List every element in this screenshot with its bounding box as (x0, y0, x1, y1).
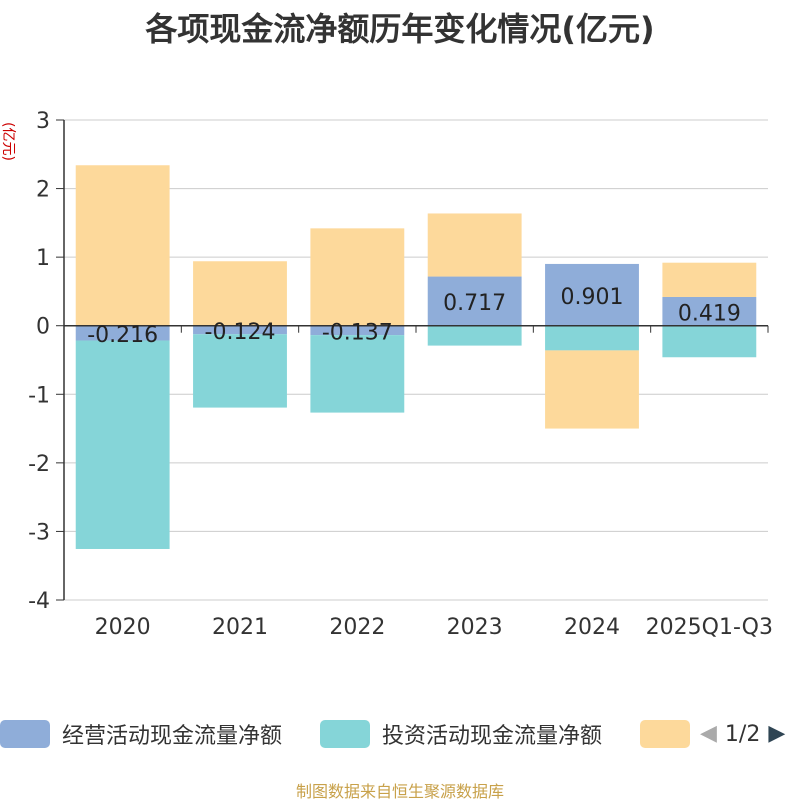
axes: 3 2 1 0 -1 -2 -3 -4 2020 2021 2022 2023 2024 2025Q1-Q… (28, 109, 773, 640)
bar-investing[interactable] (662, 325, 757, 358)
pager-next-icon[interactable]: ▶ (768, 721, 786, 746)
data-label: -0.216 (87, 323, 158, 348)
bar-operating[interactable] (75, 325, 170, 341)
y-tick-label: -2 (28, 452, 50, 477)
y-tick-label: -1 (28, 383, 50, 408)
legend-item-operating[interactable]: 经营活动现金流量净额 (0, 716, 282, 752)
bar-operating[interactable] (662, 296, 757, 326)
legend-pager: ◀ 1/2 ▶ (700, 716, 800, 752)
y-tick-label: 3 (36, 109, 50, 134)
bar-financing[interactable] (310, 228, 405, 326)
legend-label-operating: 经营活动现金流量净额 (62, 724, 283, 749)
bar-financing[interactable] (662, 262, 757, 297)
bar-investing[interactable] (193, 334, 287, 408)
bar-operating[interactable] (427, 276, 522, 326)
data-label: 0.901 (561, 285, 624, 310)
pager-page-indicator: 1/2 (724, 721, 761, 747)
grid-lines (64, 119, 768, 601)
chart-canvas: 3 2 1 0 -1 -2 -3 -4 2020 2021 2022 2023 2024 2025Q1-Q… (0, 109, 773, 640)
pager-prev-icon[interactable]: ◀ (700, 721, 717, 746)
bar-operating[interactable] (310, 325, 405, 336)
legend-item-investing[interactable]: 投资活动现金流量净额 (320, 716, 602, 752)
bar-financing[interactable] (193, 261, 287, 326)
y-tick-label: 0 (36, 315, 50, 340)
legend-swatch-operating (0, 720, 50, 748)
x-tick-label: 2022 (329, 615, 385, 640)
legend-swatch-investing (320, 720, 370, 748)
legend-item-financing[interactable] (640, 716, 690, 752)
bar-financing[interactable] (75, 165, 170, 326)
data-label: -0.124 (205, 320, 276, 345)
x-tick-label: 2021 (212, 615, 268, 640)
bar-operating[interactable] (193, 325, 287, 335)
x-tick-label: 2025Q1-Q3 (646, 615, 773, 640)
bar-operating[interactable] (545, 263, 639, 326)
bar-investing[interactable] (75, 340, 170, 549)
bar-financing[interactable] (427, 213, 522, 277)
x-tick-label: 2020 (95, 615, 151, 640)
data-labels: -0.216 -0.124 -0.137 0.717 0.901 0.419 (87, 285, 741, 348)
chart-title: 各项现金流净额历年变化情况(亿元) (145, 10, 655, 48)
data-label: 0.717 (443, 291, 506, 316)
source-note: 制图数据来自恒生聚源数据库 (295, 782, 504, 801)
bar-investing[interactable] (545, 325, 639, 351)
y-tick-label: 1 (36, 246, 50, 271)
legend-label-investing: 投资活动现金流量净额 (382, 724, 603, 749)
bars (75, 165, 757, 549)
x-tick-label: 2024 (564, 615, 620, 640)
y-tick-label: -4 (28, 589, 50, 614)
data-label: -0.137 (322, 320, 393, 345)
y-tick-label: 2 (36, 178, 50, 203)
bar-financing[interactable] (545, 350, 639, 429)
y-tick-label: -3 (28, 520, 50, 545)
legend-swatch-financing (640, 720, 690, 748)
legend: 经营活动现金流量净额 投资活动现金流量净额 (0, 716, 800, 752)
y-axis-label: (亿元) (0, 122, 16, 161)
bar-investing[interactable] (310, 335, 405, 413)
x-tick-label: 2023 (447, 615, 503, 640)
data-label: 0.419 (678, 301, 741, 326)
bar-investing[interactable] (427, 325, 522, 346)
